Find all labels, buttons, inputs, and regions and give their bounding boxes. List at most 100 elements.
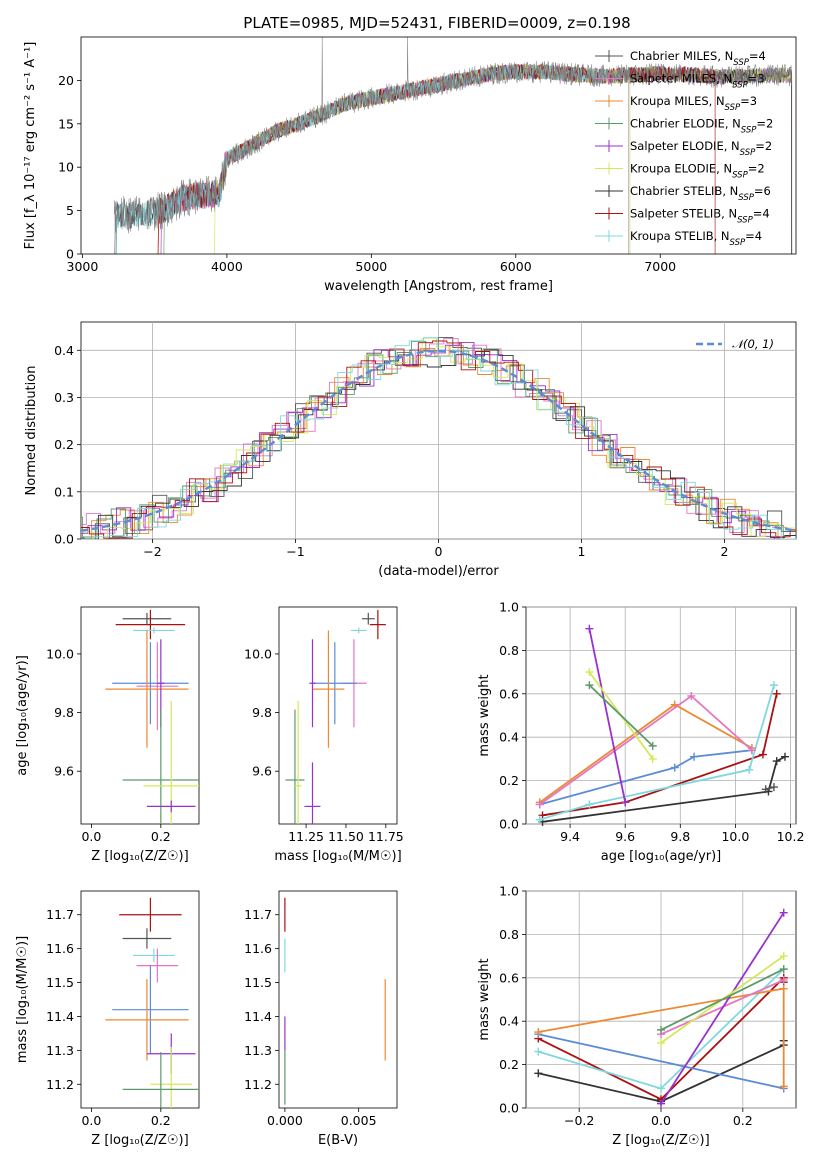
y-tick-label: 0.4 xyxy=(54,343,74,358)
age-vs-mass-panel: 11.25 11.50 11.75 9.6 9.8 10.0 mass [log₁₀(M/M… xyxy=(244,606,404,864)
y-axis-label: age [log₁₀(age/yr)] xyxy=(15,655,30,776)
weight-marker xyxy=(780,752,789,761)
errorbar-point xyxy=(122,612,172,625)
errorbar-point xyxy=(361,612,375,625)
x-tick-label: −0.2 xyxy=(564,1113,594,1128)
weight-marker xyxy=(758,750,767,759)
weight-line xyxy=(660,968,785,1031)
weight-marker xyxy=(761,785,770,794)
errorbar-point xyxy=(150,1046,193,1108)
x-axis-label: age [log₁₀(age/yr)] xyxy=(601,849,722,864)
histogram-step xyxy=(81,342,796,539)
errorbar-point xyxy=(122,709,199,824)
y-axis-label: Flux [f_λ 10⁻¹⁷ erg cm⁻² s⁻¹ A⁻¹] xyxy=(23,42,38,250)
y-tick-label: 11.3 xyxy=(244,1043,272,1058)
errorbar-point xyxy=(143,700,199,824)
errorbar-point xyxy=(350,627,367,634)
weight-marker xyxy=(657,1025,665,1034)
axes-frame xyxy=(80,606,200,825)
spectrum-legend: Chabrier MILES, NSSP=4 Salpeter MILES, NS… xyxy=(595,49,773,248)
errorbar-point xyxy=(133,627,175,634)
errorbar-point xyxy=(105,630,189,748)
weight-line xyxy=(542,755,786,823)
x-tick-label: −1 xyxy=(286,544,304,559)
x-tick-label: 0.0 xyxy=(651,1113,671,1128)
y-tick-label: 10 xyxy=(58,160,74,175)
weight-marker xyxy=(621,798,630,807)
x-axis-label: Z [log₁₀(Z/Z☉)] xyxy=(612,1133,709,1148)
weight-series xyxy=(657,965,788,1034)
y-tick-label: 5 xyxy=(66,203,74,218)
y-tick-label: 10.0 xyxy=(46,646,74,661)
y-tick-label: 0.6 xyxy=(499,686,519,701)
plot-area xyxy=(105,609,199,824)
y-tick-label: 0 xyxy=(66,247,74,262)
y-tick-label: 9.8 xyxy=(54,705,74,720)
x-tick-label: 0.2 xyxy=(733,1113,753,1128)
weight-marker xyxy=(769,681,778,690)
legend-entry: Chabrier ELODIE, NSSP=2 xyxy=(630,117,773,136)
legend-entry: Kroupa ELODIE, NSSP=2 xyxy=(630,162,765,181)
y-tick-label: 11.4 xyxy=(244,1009,272,1024)
x-tick-label: 0.2 xyxy=(151,829,171,844)
y-tick-label: 11.7 xyxy=(46,907,74,922)
spectrum-line xyxy=(115,62,793,254)
residual-panel: −2 −1 0 1 2 0.0 0.1 0.2 0.3 0.4 (data-model)/error… xyxy=(24,321,797,579)
errorbar-point xyxy=(136,642,179,731)
histogram-step xyxy=(81,337,796,539)
x-tick-label: 9.8 xyxy=(670,829,690,844)
x-tick-label: 11.50 xyxy=(328,829,364,844)
histogram-step xyxy=(81,338,796,534)
weight-marker xyxy=(779,984,788,993)
mass-weight-vs-age-panel: 9.4 9.6 9.8 10.0 10.2 0.0 0.2 0.4 0.6 0.8 1.0 age [… xyxy=(477,600,804,865)
y-tick-label: 20 xyxy=(58,73,74,88)
weight-series xyxy=(585,624,630,807)
y-tick-label: 11.6 xyxy=(46,941,74,956)
y-tick-label: 11.2 xyxy=(244,1077,272,1092)
x-axis-label: (data-model)/error xyxy=(378,564,499,579)
weight-marker xyxy=(585,681,594,690)
weight-marker xyxy=(657,1038,665,1047)
weight-marker xyxy=(585,800,594,809)
normal-curve xyxy=(81,349,796,532)
errorbar-point xyxy=(294,700,302,824)
x-axis-label: Z [log₁₀(Z/Z☉)] xyxy=(91,849,188,864)
mass-weight-vs-Z-panel: −0.2 0.0 0.2 0.0 0.2 0.4 0.6 0.8 1.0 Z [log₁₀(Z/Z… xyxy=(477,884,797,1148)
weight-line xyxy=(588,684,654,747)
x-tick-label: 0.005 xyxy=(341,1113,377,1128)
mass-vs-EBV-panel: 0.000 0.005 11.2 11.3 11.4 11.5 11.6 11.7 E(B-V) xyxy=(244,890,398,1148)
x-tick-label: 1 xyxy=(578,544,586,559)
weight-series xyxy=(538,689,781,820)
weight-marker xyxy=(585,668,594,677)
x-tick-label: 10.2 xyxy=(777,829,805,844)
y-axis-label: mass weight xyxy=(477,674,492,756)
y-tick-label: 1.0 xyxy=(499,600,519,615)
weight-marker xyxy=(690,752,699,761)
histogram-step xyxy=(81,337,796,539)
weight-marker xyxy=(769,783,778,792)
weight-marker xyxy=(657,1084,665,1093)
weight-marker xyxy=(772,757,781,766)
errorbar-point xyxy=(133,948,175,963)
axes-frame xyxy=(278,890,398,1109)
y-tick-label: 11.4 xyxy=(46,1009,74,1024)
x-tick-label: 3000 xyxy=(67,259,99,274)
x-tick-label: 5000 xyxy=(355,259,387,274)
y-tick-label: 0.4 xyxy=(499,730,519,745)
spectrum-line xyxy=(163,63,793,254)
weight-line xyxy=(588,628,627,803)
weight-marker xyxy=(779,975,788,984)
weight-series xyxy=(535,681,778,824)
y-tick-label: 0.8 xyxy=(499,643,519,658)
y-tick-label: 9.6 xyxy=(54,764,74,779)
y-axis-label: Normed distribution xyxy=(24,366,39,496)
y-tick-label: 11.7 xyxy=(244,907,272,922)
x-tick-label: 10.0 xyxy=(721,829,749,844)
x-tick-label: 7000 xyxy=(644,259,676,274)
errorbar-point xyxy=(304,762,321,824)
legend-entry: Salpeter ELODIE, NSSP=2 xyxy=(630,139,772,158)
y-tick-label: 0.0 xyxy=(499,1101,519,1116)
errorbar-point xyxy=(112,965,189,1054)
weight-marker xyxy=(779,1082,788,1091)
y-axis-label: mass [log₁₀(M/M☉)] xyxy=(15,936,30,1063)
